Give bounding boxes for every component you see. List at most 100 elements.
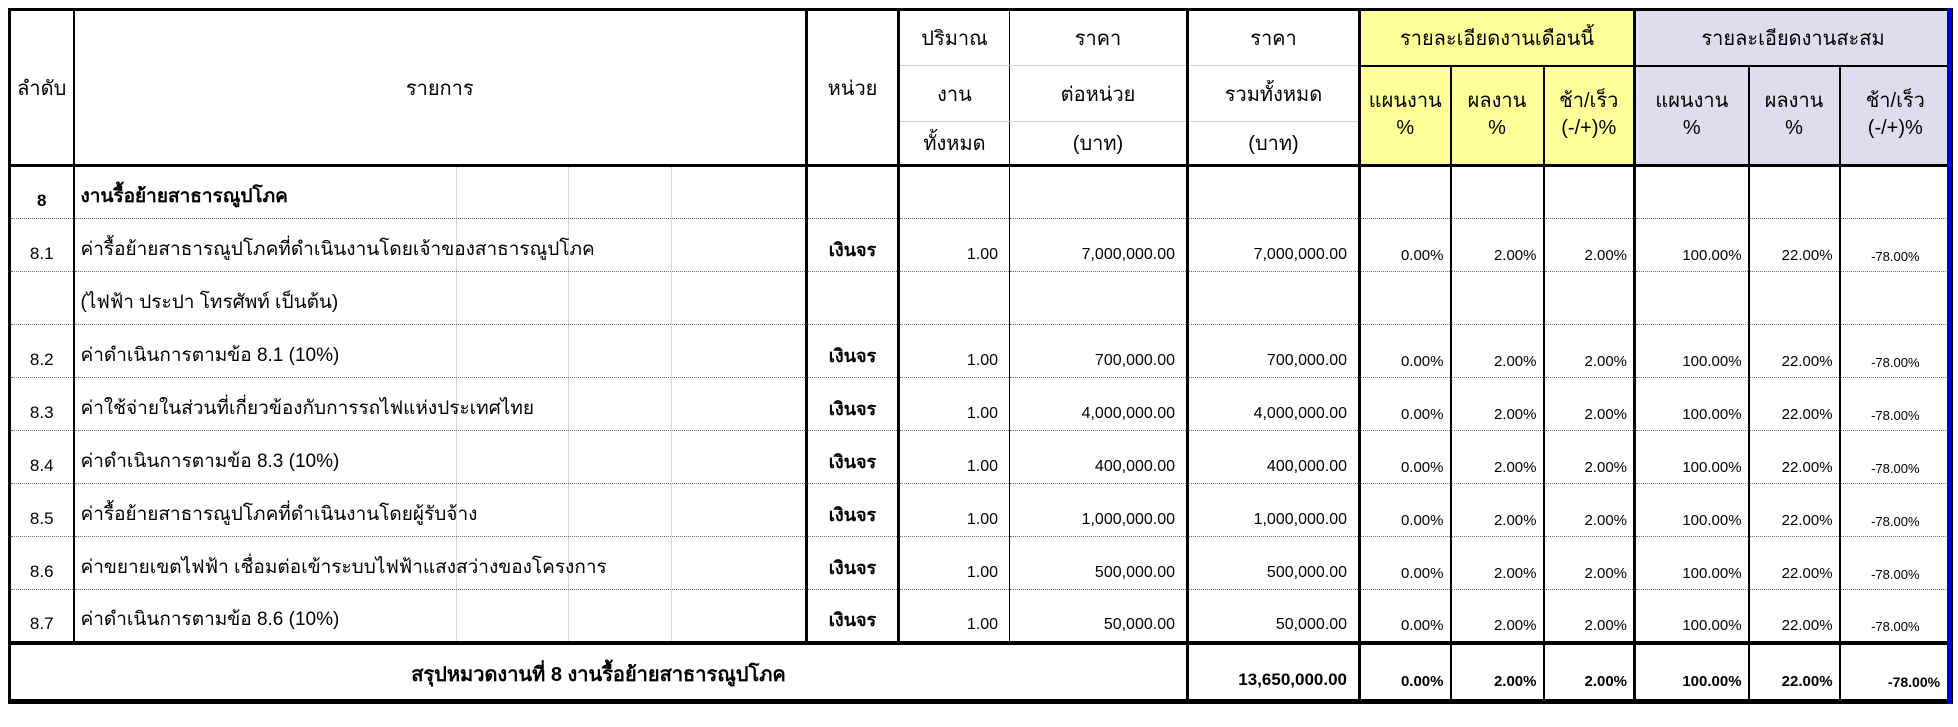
cell-m-result[interactable]: 2.00% — [1449, 430, 1544, 484]
cell-m-result[interactable] — [1449, 271, 1544, 325]
cell-m-diff[interactable]: 2.00% — [1542, 324, 1635, 378]
header-cumulative-group[interactable]: รายละเอียดงานสะสม — [1633, 9, 1952, 67]
header-quantity-line1[interactable]: ปริมาณ — [897, 9, 1010, 66]
cell-c-plan[interactable]: 100.00% — [1633, 218, 1749, 272]
cell-c-result[interactable] — [1747, 164, 1840, 219]
cell-m-result[interactable]: 2.00% — [1449, 218, 1544, 272]
cell-qty[interactable]: 1.00 — [897, 536, 1010, 590]
cell-c-result[interactable]: 22.00% — [1747, 536, 1840, 590]
cell-c-plan[interactable]: 100.00% — [1633, 324, 1749, 378]
cell-unit[interactable]: เงินจร — [805, 483, 899, 537]
cell-c-diff[interactable]: -78.00% — [1838, 218, 1952, 272]
cell-unit-price[interactable]: 400,000.00 — [1009, 430, 1188, 484]
cell-unit-price[interactable]: 4,000,000.00 — [1009, 377, 1188, 431]
header-cum-plan[interactable]: แผนงาน % — [1633, 65, 1749, 166]
header-unit-price-line2[interactable]: ต่อหน่วย — [1009, 65, 1188, 122]
cell-qty[interactable]: 1.00 — [897, 324, 1010, 378]
header-quantity-line2[interactable]: งาน — [897, 65, 1010, 122]
cell-c-diff[interactable]: -78.00% — [1838, 324, 1952, 378]
cell-m-plan[interactable] — [1358, 164, 1451, 219]
cell-m-plan[interactable]: 0.00% — [1358, 218, 1451, 272]
cell-m-result[interactable]: 2.00% — [1449, 324, 1544, 378]
page-break-line[interactable] — [1947, 8, 1952, 704]
cell-m-diff[interactable]: 2.00% — [1542, 218, 1635, 272]
summary-cum-diff[interactable]: -78.00% — [1838, 640, 1952, 702]
cell-total-price[interactable]: 700,000.00 — [1186, 324, 1360, 378]
header-cum-result[interactable]: ผลงาน % — [1747, 65, 1840, 166]
cell-c-plan[interactable]: 100.00% — [1633, 536, 1749, 590]
cell-qty[interactable]: 1.00 — [897, 377, 1010, 431]
cell-no[interactable]: 8.6 — [9, 536, 74, 590]
cell-m-plan[interactable]: 0.00% — [1358, 430, 1451, 484]
summary-month-plan[interactable]: 0.00% — [1358, 640, 1451, 702]
cell-no[interactable]: 8.2 — [9, 324, 74, 378]
cell-desc[interactable]: ค่ารื้อย้ายสาธารณูปโภคที่ดำเนินงานโดยเจ้… — [72, 218, 807, 272]
cell-desc[interactable]: ค่ารื้อย้ายสาธารณูปโภคที่ดำเนินงานโดยผู้… — [72, 483, 807, 537]
cell-unit[interactable]: เงินจร — [805, 218, 899, 272]
cell-m-diff[interactable]: 2.00% — [1542, 430, 1635, 484]
cell-c-result[interactable]: 22.00% — [1747, 430, 1840, 484]
cell-no[interactable]: 8.1 — [9, 218, 74, 272]
cell-total-price[interactable]: 500,000.00 — [1186, 536, 1360, 590]
header-no[interactable]: ลำดับ — [17, 77, 67, 100]
cell-unit[interactable] — [805, 164, 899, 219]
cell-m-diff[interactable]: 2.00% — [1542, 589, 1635, 643]
cell-m-plan[interactable]: 0.00% — [1358, 589, 1451, 643]
cell-desc[interactable]: ค่าดำเนินการตามข้อ 8.1 (10%) — [72, 324, 807, 378]
cell-unit-price[interactable]: 700,000.00 — [1009, 324, 1188, 378]
cell-total-price[interactable]: 7,000,000.00 — [1186, 218, 1360, 272]
cell-c-result[interactable]: 22.00% — [1747, 589, 1840, 643]
cell-c-diff[interactable]: -78.00% — [1838, 430, 1952, 484]
cell-no[interactable]: 8.3 — [9, 377, 74, 431]
cell-unit[interactable]: เงินจร — [805, 430, 899, 484]
summary-month-diff[interactable]: 2.00% — [1542, 640, 1635, 702]
cell-qty[interactable]: 1.00 — [897, 218, 1010, 272]
cell-m-result[interactable]: 2.00% — [1449, 536, 1544, 590]
cell-total-price[interactable]: 400,000.00 — [1186, 430, 1360, 484]
header-item[interactable]: รายการ — [72, 9, 807, 166]
cell-qty[interactable] — [897, 271, 1010, 325]
cell-total-price[interactable]: 50,000.00 — [1186, 589, 1360, 643]
cell-c-diff[interactable]: -78.00% — [1838, 483, 1952, 537]
summary-cum-result[interactable]: 22.00% — [1747, 640, 1840, 702]
cell-unit-price[interactable]: 7,000,000.00 — [1009, 218, 1188, 272]
cell-c-diff[interactable]: -78.00% — [1838, 377, 1952, 431]
cell-c-plan[interactable]: 100.00% — [1633, 430, 1749, 484]
cell-c-diff[interactable]: -78.00% — [1838, 589, 1952, 643]
cell-unit-price[interactable] — [1009, 271, 1188, 325]
cell-m-plan[interactable]: 0.00% — [1358, 324, 1451, 378]
cell-total-price[interactable] — [1186, 271, 1360, 325]
cell-desc[interactable]: (ไฟฟ้า ประปา โทรศัพท์ เป็นต้น) — [72, 271, 807, 325]
cell-c-diff[interactable] — [1838, 164, 1952, 219]
cell-m-plan[interactable]: 0.00% — [1358, 536, 1451, 590]
cell-qty[interactable]: 1.00 — [897, 589, 1010, 643]
cell-c-result[interactable]: 22.00% — [1747, 324, 1840, 378]
cell-total-price[interactable]: 1,000,000.00 — [1186, 483, 1360, 537]
cell-m-diff[interactable] — [1542, 271, 1635, 325]
cell-qty[interactable]: 1.00 — [897, 483, 1010, 537]
cell-m-result[interactable] — [1449, 164, 1544, 219]
cell-desc[interactable]: งานรื้อย้ายสาธารณูปโภค — [72, 164, 807, 219]
cell-m-result[interactable]: 2.00% — [1449, 377, 1544, 431]
cell-m-diff[interactable] — [1542, 164, 1635, 219]
header-cum-diff[interactable]: ช้า/เร็ว (-/+)% — [1838, 65, 1952, 166]
cell-unit[interactable]: เงินจร — [805, 377, 899, 431]
cell-c-plan[interactable]: 100.00% — [1633, 483, 1749, 537]
cell-qty[interactable]: 1.00 — [897, 430, 1010, 484]
header-unit-price-line1[interactable]: ราคา — [1009, 9, 1188, 66]
summary-month-result[interactable]: 2.00% — [1449, 640, 1544, 702]
summary-cum-plan[interactable]: 100.00% — [1633, 640, 1749, 702]
cell-unit-price[interactable]: 500,000.00 — [1009, 536, 1188, 590]
cell-c-plan[interactable]: 100.00% — [1633, 589, 1749, 643]
cell-unit[interactable]: เงินจร — [805, 589, 899, 643]
header-month-diff[interactable]: ช้า/เร็ว (-/+)% — [1542, 65, 1635, 166]
cell-m-plan[interactable]: 0.00% — [1358, 483, 1451, 537]
cell-m-diff[interactable]: 2.00% — [1542, 483, 1635, 537]
cell-desc[interactable]: ค่าดำเนินการตามข้อ 8.3 (10%) — [72, 430, 807, 484]
cell-unit-price[interactable]: 50,000.00 — [1009, 589, 1188, 643]
cell-total-price[interactable]: 4,000,000.00 — [1186, 377, 1360, 431]
header-unit[interactable]: หน่วย — [805, 9, 899, 166]
cell-desc[interactable]: ค่าขยายเขตไฟฟ้า เชื่อมต่อเข้าระบบไฟฟ้าแส… — [72, 536, 807, 590]
cell-unit[interactable]: เงินจร — [805, 324, 899, 378]
cell-no[interactable]: 8.4 — [9, 430, 74, 484]
